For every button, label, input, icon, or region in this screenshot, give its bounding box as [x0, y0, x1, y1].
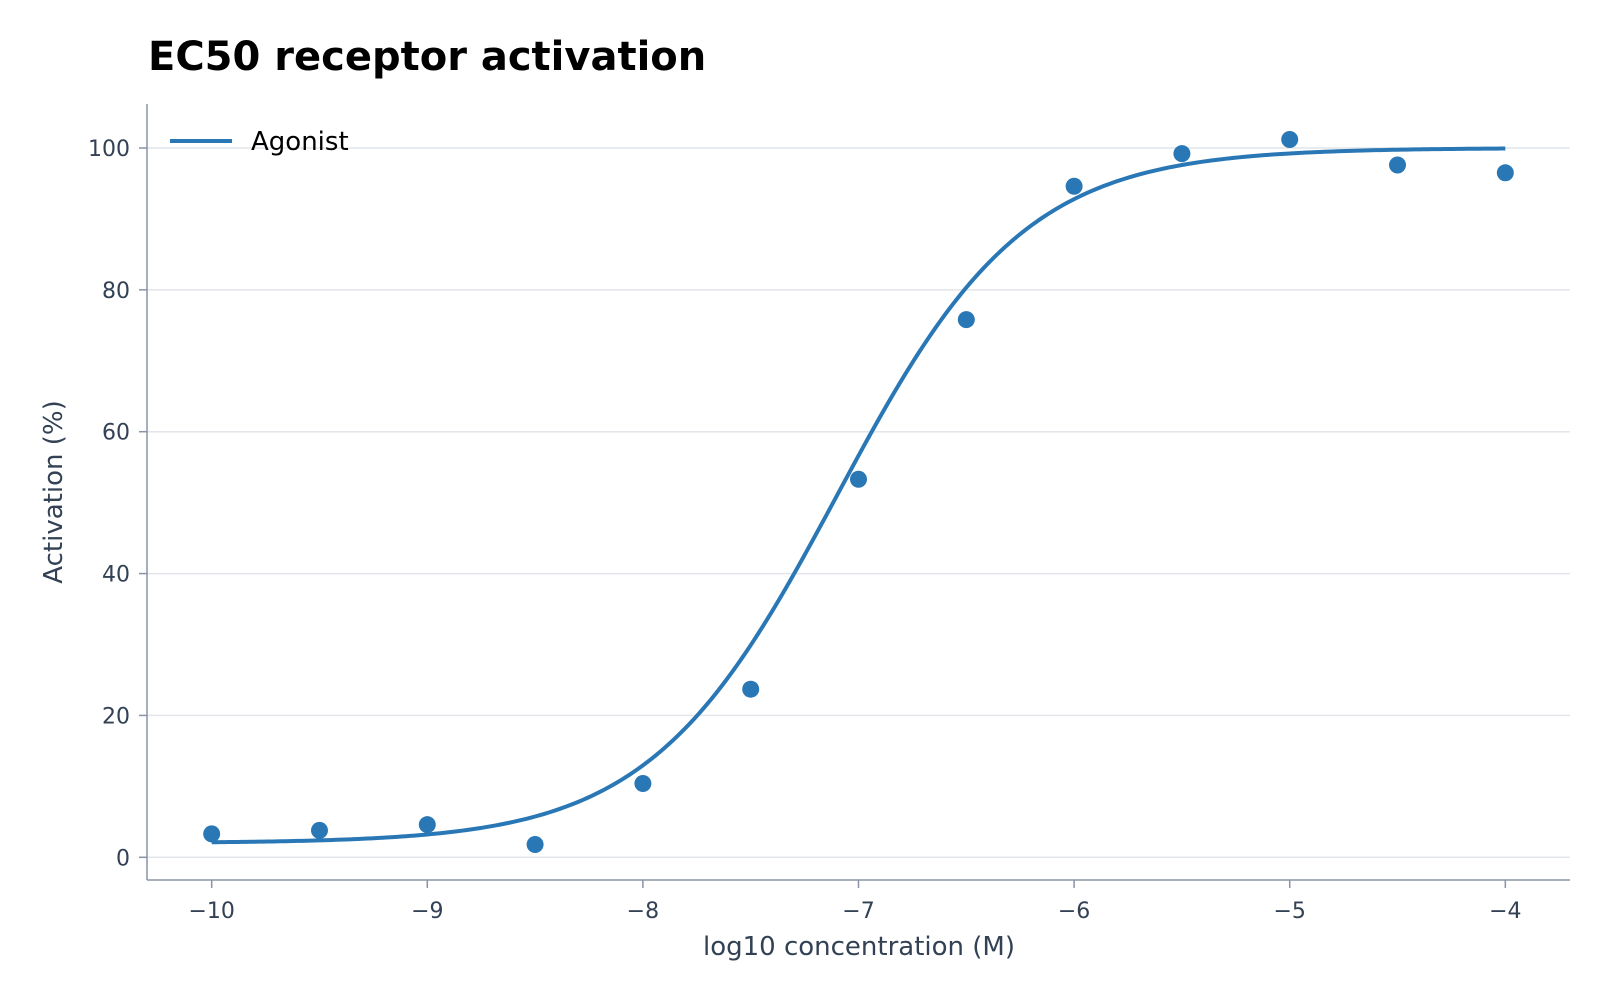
chart-title: EC50 receptor activation: [148, 34, 706, 80]
fit-curve-line: [211, 146, 1506, 845]
data-point: [418, 816, 436, 834]
data-point: [310, 821, 328, 839]
gridlines: [147, 147, 1570, 859]
y-tick-label: 80: [102, 279, 130, 304]
legend: Agonist: [170, 127, 349, 157]
y-tick-label: 20: [102, 704, 130, 729]
data-point: [850, 470, 867, 488]
x-tick-label: −4: [1489, 899, 1521, 924]
y-axis-ticks: 0 20 40 60 80 100: [88, 137, 147, 871]
data-point: [203, 825, 221, 843]
x-tick-label: −5: [1273, 899, 1305, 924]
data-point: [742, 680, 760, 698]
x-tick-label: −10: [188, 899, 234, 924]
data-point: [957, 311, 975, 329]
data-point: [1173, 145, 1191, 163]
y-axis-label: Activation (%): [39, 400, 69, 583]
x-tick-label: −6: [1058, 899, 1090, 924]
x-axis-label: log10 concentration (M): [703, 932, 1015, 962]
y-tick-label: 60: [102, 421, 130, 446]
y-tick-label: 0: [116, 846, 130, 871]
x-axis-ticks: −10 −9 −8 −7 −6 −5 −4: [188, 880, 1522, 924]
y-tick-label: 40: [102, 563, 130, 588]
y-tick-label: 100: [88, 137, 130, 162]
data-points: [203, 130, 1514, 854]
data-point: [634, 775, 652, 793]
data-point: [526, 836, 544, 854]
data-point: [1281, 130, 1299, 148]
data-point: [1065, 177, 1083, 195]
data-point: [1496, 164, 1514, 182]
legend-label-agonist: Agonist: [251, 127, 349, 157]
x-tick-label: −9: [411, 899, 443, 924]
x-tick-label: −8: [627, 899, 659, 924]
data-point: [1389, 156, 1407, 174]
axes: [146, 104, 1570, 881]
x-tick-label: −7: [842, 899, 874, 924]
